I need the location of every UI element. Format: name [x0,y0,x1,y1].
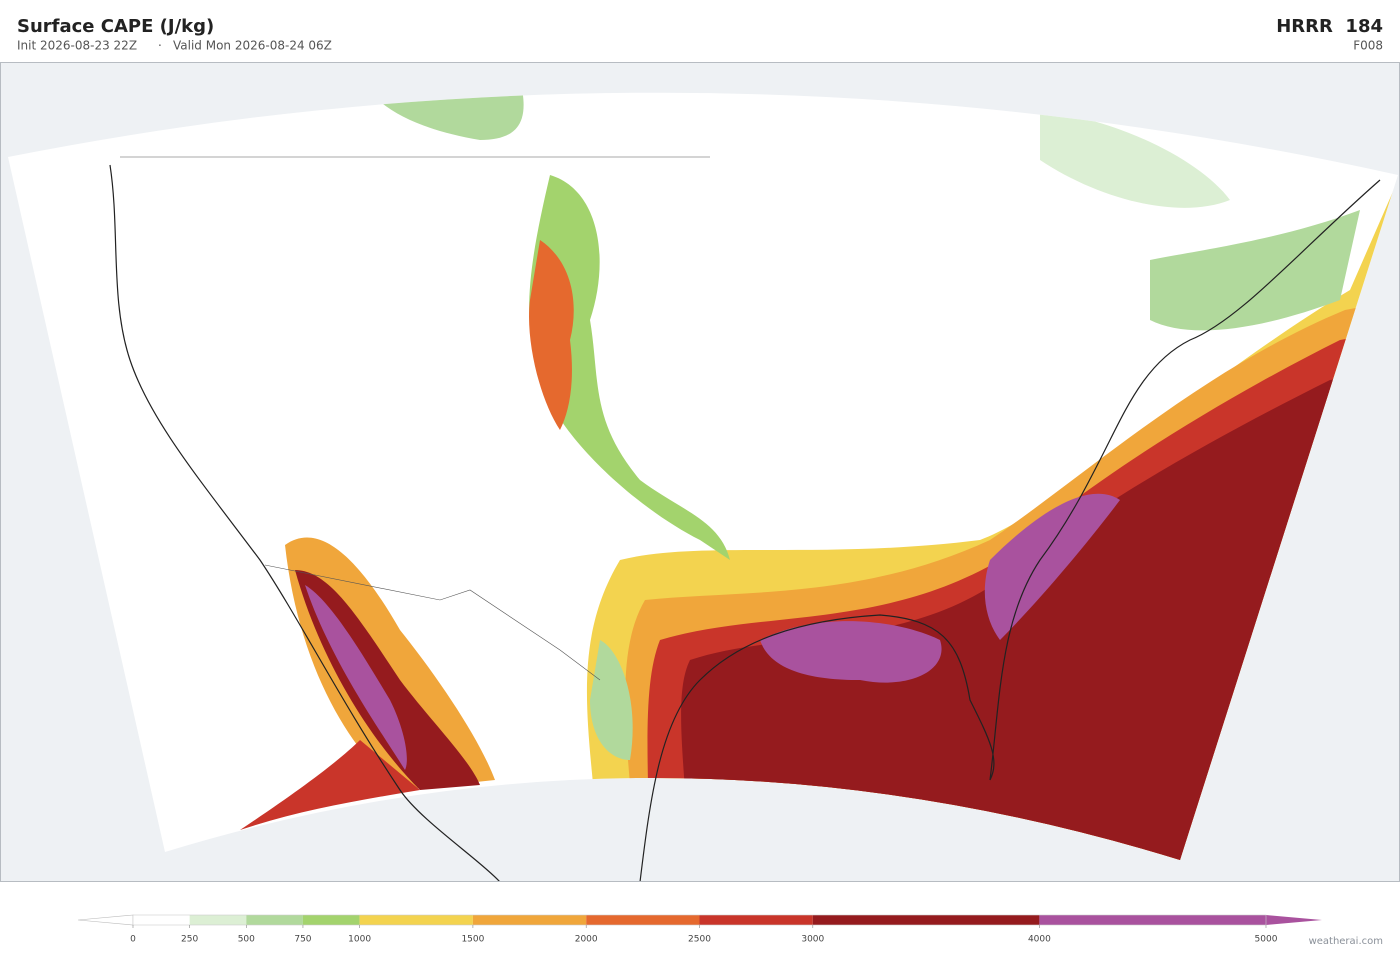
colorbar-segment [246,915,303,925]
colorbar-tick-label: 0 [130,935,136,945]
colorbar-segment [189,915,247,925]
colorbar-tick-label: 5000 [1255,935,1278,945]
forecast-hour: F008 [1353,39,1383,53]
colorbar-segment [472,915,587,925]
border [120,156,710,681]
colorbar-segment [133,915,190,925]
borders [120,156,710,681]
cape-fill [1040,110,1230,208]
colorbar-extend-max [1266,915,1322,925]
cape-fill [529,175,730,560]
colorbar-tick-label: 500 [238,935,255,945]
watermark: weatherai.com [1309,936,1383,947]
colorbar-segment [302,915,360,925]
coastline [639,179,1381,882]
colorbar-tick-label: 1000 [348,935,371,945]
colorbar-extend-min [77,914,134,926]
cape-field [240,92,1398,861]
cape-fill [760,621,942,683]
colorbar-segment [586,915,700,925]
cape-fill [590,640,633,760]
coastlines [109,164,1381,882]
valid-time: Valid Mon 2026-08-24 06Z [173,39,332,53]
cape-fill [305,585,407,770]
colorbar-tick-label: 250 [181,935,198,945]
colorbar-tick-label: 2000 [575,935,598,945]
colorbar-tick-label: 4000 [1028,935,1051,945]
cape-fill [529,240,574,430]
colorbar-segment [812,915,1040,925]
colorbar-tick-label: 3000 [801,935,824,945]
model-run: HRRR 184 [1276,16,1383,37]
colorbar: 0 250 500 750 1000 1500 2000 2500 3000 4000 5000 [77,914,1322,945]
colorbar-tick-label: 1500 [461,935,484,945]
colorbar-segment [699,915,813,925]
colorbar-segment [1039,915,1266,925]
map [0,62,1400,882]
separator: · [158,39,162,53]
colorbar-tick-label: 2500 [688,935,711,945]
colorbar-tick-label: 750 [294,935,311,945]
cape-fill [1150,210,1360,331]
cape-fill [360,92,524,140]
colorbar-segment [359,915,473,925]
coastline [109,164,501,882]
title: Surface CAPE (J/kg) [17,16,214,37]
cape-fill [240,740,420,830]
init-time: Init 2026-08-23 22Z [17,39,137,53]
